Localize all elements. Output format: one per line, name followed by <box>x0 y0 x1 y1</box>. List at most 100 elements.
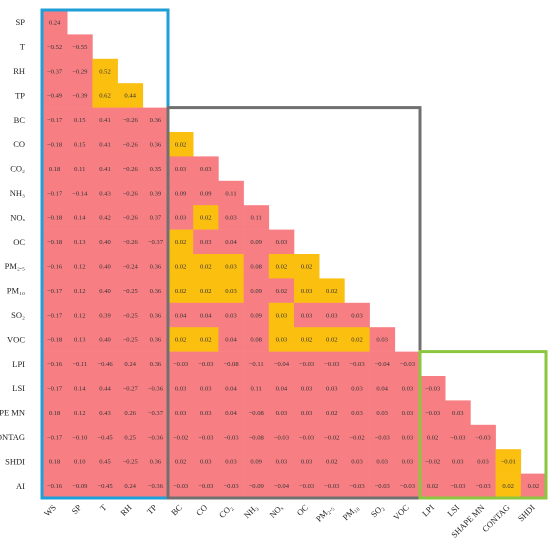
cell-value-label: −0.02 <box>425 459 440 466</box>
cell-value-label: −0.24 <box>123 264 139 271</box>
cell-value-label: −0.52 <box>47 44 62 51</box>
heatmap-cell <box>92 229 118 255</box>
cell-value-label: −0.03 <box>324 361 340 368</box>
row-label: OC <box>13 237 25 247</box>
cell-value-label: −0.03 <box>375 434 391 441</box>
heatmap-cell <box>470 473 496 499</box>
cell-value-label: 0.37 <box>150 215 162 222</box>
column-label: LSI <box>445 502 461 518</box>
cell-value-label: 0.02 <box>326 459 338 466</box>
cell-value-label: 0.24 <box>49 20 61 27</box>
cell-value-label: 0.40 <box>99 239 111 246</box>
cell-value-label: 0.03 <box>276 239 288 246</box>
heatmap-cell <box>117 327 144 352</box>
cell-value-label: 0.04 <box>200 312 212 319</box>
heatmap-cell <box>42 473 68 499</box>
heatmap-cell <box>42 83 68 108</box>
cell-value-label: 0.44 <box>124 93 136 100</box>
heatmap-cell <box>168 376 194 401</box>
heatmap-cell <box>319 424 345 450</box>
cell-value-label: −0.03 <box>198 434 214 441</box>
heatmap-cell <box>495 473 522 499</box>
heatmap-cell <box>142 400 169 426</box>
heatmap-cell <box>67 424 93 450</box>
heatmap-cell <box>369 376 396 401</box>
heatmap-cell <box>42 229 68 255</box>
heatmap-cell <box>445 424 471 450</box>
heatmap-cell <box>168 400 194 426</box>
cell-value-label: 0.42 <box>99 215 111 222</box>
heatmap-cell <box>142 424 169 450</box>
cell-value-label: 0.43 <box>99 190 111 197</box>
cell-value-label: 0.12 <box>74 410 86 417</box>
heatmap-cell <box>142 327 169 352</box>
heatmap-cell <box>319 302 345 328</box>
heatmap-cell <box>268 278 295 304</box>
cell-value-label: 0.13 <box>74 239 86 246</box>
heatmap-cell <box>394 351 421 377</box>
cell-value-label: 0.02 <box>200 288 212 295</box>
heatmap-cell <box>243 424 270 450</box>
cell-value-label: −0.26 <box>123 239 139 246</box>
row-label: VOC <box>7 334 25 344</box>
cell-value-label: −0.03 <box>299 434 315 441</box>
heatmap-cell <box>193 400 219 426</box>
column-label: RH <box>118 502 133 517</box>
heatmap-cell <box>67 229 93 255</box>
heatmap-cell <box>117 180 144 206</box>
cell-value-label: −0.17 <box>47 434 63 441</box>
heatmap-cell <box>344 351 370 377</box>
heatmap-cell <box>42 254 68 279</box>
cell-value-label: −0.03 <box>425 410 441 417</box>
heatmap-cell <box>67 132 93 157</box>
cell-value-label: −0.04 <box>375 361 391 368</box>
heatmap-cell <box>319 449 345 474</box>
column-label: NOₓ <box>267 502 285 520</box>
cell-value-label: 0.09 <box>250 312 262 319</box>
cell-value-label: −0.03 <box>173 483 189 490</box>
heatmap-cell <box>394 449 421 474</box>
cell-value-label: 0.03 <box>351 410 363 417</box>
cell-value-label: 0.24 <box>124 361 136 368</box>
heatmap-cell <box>42 400 68 426</box>
group-boxes <box>40 8 548 500</box>
heatmap-cell <box>67 107 93 133</box>
heatmap-cell <box>268 424 295 450</box>
cell-value-label: 0.18 <box>49 410 61 417</box>
heatmap-cell <box>294 254 320 279</box>
heatmap-cell <box>92 302 118 328</box>
row-label: LSI <box>12 383 25 393</box>
cell-value-label: 0.02 <box>427 434 439 441</box>
cell-value-label: −0.29 <box>72 68 88 75</box>
cell-value-label: 0.03 <box>301 410 313 417</box>
heatmap-cell <box>445 400 471 426</box>
cell-value-label: −0.08 <box>249 434 265 441</box>
heatmap-cell <box>142 302 169 328</box>
cell-value-label: 0.04 <box>225 386 237 393</box>
column-label: CONTAG <box>480 502 512 534</box>
heatmap-cell <box>42 424 68 450</box>
row-label: RH <box>13 66 25 76</box>
heatmap-cell <box>117 278 144 304</box>
cell-value-label: −0.03 <box>223 483 239 490</box>
cell-value-label: −0.26 <box>123 142 139 149</box>
heatmap-cell <box>369 449 396 474</box>
cell-value-label: 0.03 <box>376 337 388 344</box>
cell-value-label: 0.03 <box>402 434 414 441</box>
heatmap-cell <box>42 10 68 35</box>
cell-value-label: 0.03 <box>402 386 414 393</box>
cell-value-label: −0.46 <box>97 361 113 368</box>
cell-value-label: −0.14 <box>72 190 88 197</box>
heatmap-cell <box>243 254 270 279</box>
cell-value-label: 0.08 <box>250 337 262 344</box>
cell-value-label: 0.03 <box>351 312 363 319</box>
heatmap-cell <box>67 180 93 206</box>
heatmap-cell <box>319 473 345 499</box>
column-label: BC <box>169 502 184 517</box>
column-label: OC <box>295 502 311 518</box>
cell-value-label: −0.11 <box>249 361 264 368</box>
heatmap-cell <box>520 473 547 499</box>
cell-value-label: 0.02 <box>175 239 187 246</box>
cell-value-label: 0.12 <box>74 264 86 271</box>
heatmap-cell <box>117 83 144 108</box>
